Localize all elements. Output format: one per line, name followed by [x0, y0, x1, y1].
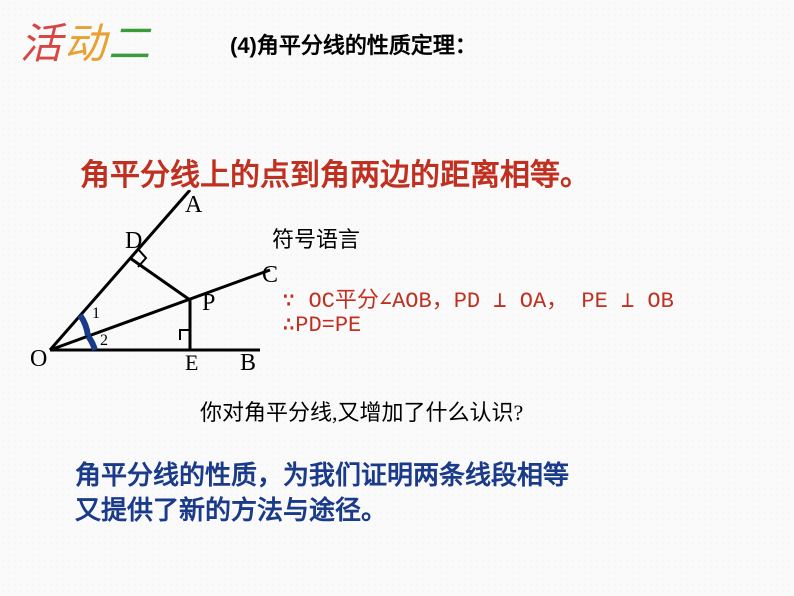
math-premise: ∵ OC平分∠AOB，PD ⊥ OA， PE ⊥ OB	[282, 282, 674, 314]
reflection-question: 你对角平分线,又增加了什么认识?	[200, 395, 523, 427]
label-angle1: 1	[92, 305, 100, 322]
label-P: P	[202, 290, 215, 316]
math-conclusion: ∴PD=PE	[282, 312, 361, 338]
activity-char-1: 活	[20, 22, 64, 68]
conclusion-text: 角平分线的性质，为我们证明两条线段相等又提供了新的方法与途径。	[75, 458, 569, 528]
label-A: A	[185, 192, 203, 218]
label-E: E	[185, 350, 198, 370]
label-angle2: 2	[100, 332, 108, 349]
activity-char-2: 动	[64, 22, 108, 68]
label-O: O	[30, 346, 47, 370]
label-D: D	[125, 228, 142, 254]
label-B: B	[240, 350, 256, 370]
activity-label: 活动二	[20, 10, 152, 71]
section-heading: (4)角平分线的性质定理：	[230, 28, 477, 60]
symbol-language-label: 符号语言	[272, 222, 360, 254]
theorem-statement: 角平分线上的点到角两边的距离相等。	[80, 150, 590, 194]
angle-bisector-diagram: A D C P O E B 1 2	[30, 190, 290, 370]
label-C: C	[262, 262, 278, 288]
activity-char-3: 二	[108, 22, 152, 68]
